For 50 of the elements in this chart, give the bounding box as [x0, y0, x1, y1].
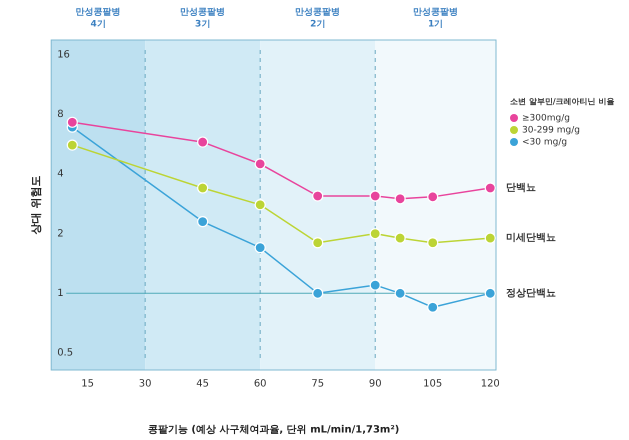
point: [66, 139, 78, 151]
y-tick-label: 16: [57, 49, 70, 60]
band-label: 만성콩팥병 3기: [180, 7, 226, 30]
point: [394, 193, 406, 204]
text: 정상단백뇨: [506, 288, 556, 299]
point: [197, 136, 208, 148]
y-tick-label: 2: [57, 228, 64, 240]
legend-title: 소변 알부민/크레아티닌 비율: [510, 97, 614, 106]
x-tick-label: 15: [81, 378, 94, 390]
point: [484, 288, 496, 299]
point: [427, 191, 438, 202]
y-tick-label: 4: [57, 168, 64, 180]
point: [427, 237, 438, 248]
x-tick-label: 90: [368, 378, 382, 390]
x-tick-label: 105: [423, 378, 442, 390]
point: [370, 280, 381, 291]
band-label: 만성콩팥병 1기: [413, 7, 458, 30]
x-tick-label: 60: [254, 378, 267, 390]
text: 단백뇨: [506, 182, 536, 194]
point: [484, 232, 496, 244]
point: [394, 288, 406, 299]
band-label: 만성콩팥병 4기: [76, 7, 121, 30]
legend-label: ≥300mg/g: [522, 113, 570, 124]
point: [254, 158, 266, 170]
y-tick-label: 1: [57, 288, 64, 299]
x-tick-label: 30: [138, 378, 152, 390]
point: [370, 228, 381, 240]
y-tick-label: 8: [57, 109, 64, 120]
y-axis-title: 상대 위험도: [29, 176, 42, 234]
point: [394, 232, 406, 244]
point: [370, 190, 381, 202]
point: [254, 199, 266, 210]
point: [312, 237, 324, 248]
point: [427, 302, 438, 313]
point: [66, 116, 78, 128]
point: [484, 182, 496, 194]
y-tick-label: 0.5: [57, 348, 74, 359]
point: [197, 182, 208, 194]
point: [197, 216, 208, 228]
x-tick-label: 75: [311, 378, 324, 390]
band-label: 만성콩팥병 2기: [295, 7, 340, 30]
text: 미세단백뇨: [506, 232, 556, 244]
legend-label: 30-299 mg/g: [522, 125, 580, 136]
legend-label: <30 mg/g: [522, 137, 568, 148]
point: [312, 190, 324, 202]
point: [254, 242, 266, 254]
point: [312, 288, 324, 299]
x-tick-label: 45: [196, 378, 210, 390]
x-tick-label: 120: [480, 378, 500, 390]
x-axis-title: 콩팥기능 (예상 사구체여과율, 단위 mL/min/1,73m²): [148, 424, 400, 436]
